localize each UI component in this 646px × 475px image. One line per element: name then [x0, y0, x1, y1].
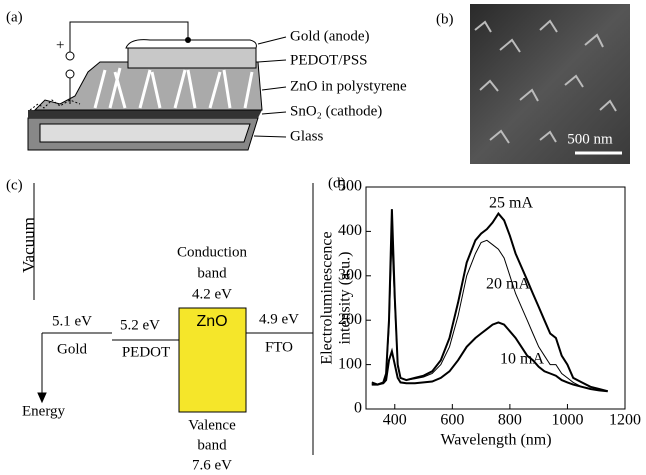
- sno2: [28, 110, 262, 118]
- series-label: 20 mA: [486, 276, 530, 293]
- panel-label: (d): [328, 175, 346, 191]
- leaders: [253, 36, 287, 138]
- y-axis-title: intensity (a.u.): [337, 252, 354, 345]
- y-tick-label: 0: [354, 400, 362, 417]
- y-tick-label: 300: [338, 266, 362, 283]
- energy-value: 5.1 eV: [52, 313, 92, 329]
- y-tick-label: 100: [338, 355, 362, 372]
- band-label: band: [197, 437, 227, 453]
- y-tick-label: 500: [338, 178, 362, 195]
- glass-face: [39, 123, 251, 143]
- terminal: [65, 69, 75, 79]
- material-label: Gold: [57, 341, 88, 357]
- zno-label: ZnO: [196, 313, 227, 330]
- contact: [185, 37, 191, 43]
- series-line: [371, 321, 608, 393]
- energy-value: 4.2 eV: [192, 286, 232, 302]
- x-tick-label: 400: [383, 412, 407, 429]
- wire: [69, 21, 189, 52]
- x-axis-title: Wavelength (nm): [440, 432, 551, 449]
- seed-layer: [29, 99, 81, 111]
- layer-label: ZnO in polystyrene: [290, 78, 407, 94]
- x-tick-label: 1200: [609, 412, 641, 429]
- x-tick-label: 600: [440, 412, 464, 429]
- layer-label: Glass: [290, 128, 323, 144]
- band-label: Valence: [188, 417, 236, 433]
- panel-b: (b) 500 nm: [436, 4, 630, 164]
- layer-label: Gold (anode): [290, 28, 370, 44]
- terminal: [65, 51, 75, 61]
- band-label: Conduction: [177, 244, 247, 260]
- panel-d: (d) Wavelength (nm) Electroluminescence …: [319, 175, 641, 448]
- panel-label: (a): [6, 9, 23, 25]
- series-line: [371, 239, 608, 392]
- texture: [474, 19, 617, 144]
- y-axis-title: Electroluminescence: [319, 231, 336, 364]
- energy-value: 5.2 eV: [120, 317, 160, 333]
- energy-value: 7.6 eV: [192, 457, 232, 473]
- x-tick-label: 800: [498, 412, 522, 429]
- gold: [125, 39, 257, 49]
- vacuum-label: Vacuum: [19, 217, 38, 273]
- zno-layer: [33, 61, 263, 111]
- zno-band: [178, 307, 247, 413]
- y-tick-label: 200: [338, 311, 362, 328]
- material-label: FTO: [265, 339, 293, 355]
- series-line: [371, 209, 608, 393]
- sem-image: [470, 4, 630, 164]
- scale-label: 500 nm: [567, 131, 613, 147]
- material-label: PEDOT: [122, 344, 170, 360]
- polarity: +: [56, 37, 64, 53]
- series-label: 25 mA: [489, 195, 533, 212]
- plot-frame: [365, 186, 626, 410]
- x-tick-label: 1000: [551, 412, 583, 429]
- nanorods: [93, 67, 254, 109]
- panel-c: (c) Vacuum Energy ZnO Conduction band 4.…: [6, 177, 314, 473]
- y-tick-label: 400: [338, 222, 362, 239]
- layer-label: SnO₂ (cathode): [290, 103, 382, 119]
- pedot: [127, 47, 257, 69]
- arrow-head: [37, 392, 47, 404]
- layer-label: PEDOT/PSS: [290, 52, 368, 68]
- energy-value: 4.9 eV: [259, 311, 299, 327]
- panel-a: (a) + Gold (anode) PEDOT/PSS ZnO in poly…: [6, 9, 407, 151]
- series-label: 10 mA: [500, 351, 544, 368]
- panel-label: (b): [436, 11, 454, 27]
- band-label: band: [197, 265, 227, 281]
- panel-label: (c): [6, 177, 23, 193]
- energy-label: Energy: [22, 403, 66, 419]
